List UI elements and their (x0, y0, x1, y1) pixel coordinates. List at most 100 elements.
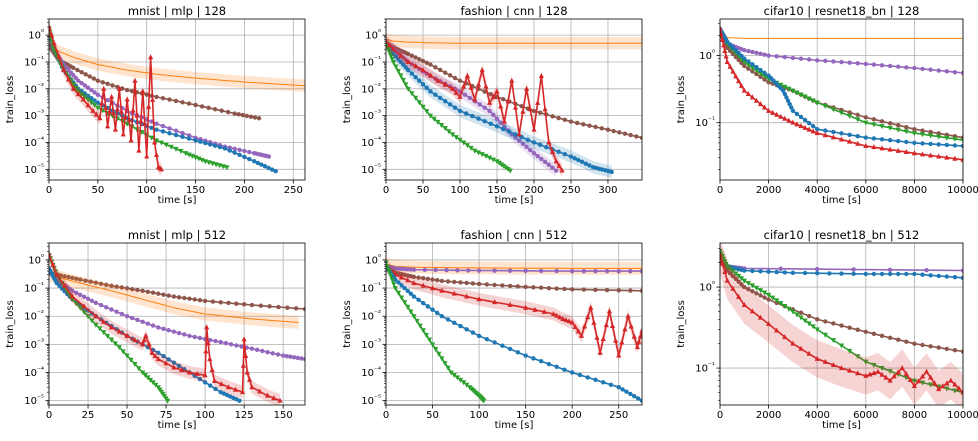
data-point (210, 299, 216, 304)
data-point (496, 160, 502, 166)
data-point (156, 291, 161, 296)
data-point (879, 145, 885, 151)
data-point (390, 59, 396, 65)
data-point (798, 123, 804, 129)
data-point (896, 123, 901, 128)
data-point (428, 62, 433, 67)
data-point (416, 100, 422, 106)
data-point (226, 300, 231, 306)
data-point (426, 337, 433, 343)
data-point (851, 271, 856, 276)
data-point (160, 96, 166, 101)
data-point (557, 314, 563, 320)
data-point (136, 147, 142, 153)
data-point (445, 365, 451, 371)
series-orange (49, 268, 299, 329)
data-point (790, 88, 796, 94)
series-band (386, 37, 557, 177)
data-point (782, 54, 787, 60)
data-point (855, 370, 861, 376)
data-point (754, 50, 759, 56)
data-point (49, 24, 52, 30)
data-point (88, 100, 94, 106)
data-point (879, 271, 885, 277)
data-point (161, 326, 166, 332)
data-point (198, 139, 203, 144)
data-point (887, 271, 893, 277)
data-point (424, 60, 429, 66)
data-point (879, 371, 885, 377)
data-point (944, 386, 950, 392)
data-point (464, 280, 469, 286)
series-orange (49, 37, 305, 92)
series-line (720, 30, 963, 39)
data-point (182, 295, 187, 301)
data-point (249, 302, 255, 308)
x-tick-label: 75 (160, 410, 173, 421)
data-point (140, 370, 146, 376)
data-point (186, 136, 192, 141)
data-point (780, 88, 786, 93)
data-point (786, 306, 792, 312)
data-point (150, 380, 156, 386)
data-point (421, 300, 426, 306)
data-point (176, 295, 182, 300)
data-point (554, 268, 559, 274)
data-point (538, 268, 544, 274)
data-point (790, 55, 796, 61)
series-red (720, 243, 963, 405)
data-point (739, 60, 744, 66)
data-point (256, 116, 262, 121)
data-point (490, 157, 496, 163)
data-point (85, 296, 91, 301)
data-point (749, 94, 755, 100)
data-point (155, 356, 161, 362)
data-point (454, 375, 460, 381)
data-point (952, 274, 958, 280)
data-point (936, 131, 941, 136)
y-tick-label: 10⁰ (28, 252, 44, 266)
data-point (611, 128, 616, 134)
data-point (928, 67, 933, 72)
data-point (423, 332, 429, 338)
data-point (838, 343, 845, 349)
data-point (136, 366, 142, 372)
data-point (244, 113, 250, 119)
data-point (639, 398, 642, 403)
axes-frame (719, 242, 964, 406)
data-point (180, 134, 185, 140)
data-point (457, 377, 464, 383)
data-point (138, 117, 144, 123)
data-point (725, 45, 730, 51)
data-point (189, 153, 195, 159)
x-tick-label: 300 (598, 185, 617, 196)
data-point (802, 124, 808, 130)
data-point (197, 376, 203, 382)
data-point (879, 119, 885, 124)
data-point (952, 136, 958, 142)
data-point (180, 100, 185, 105)
data-point (535, 153, 540, 159)
data-point (603, 322, 609, 328)
data-point (463, 111, 469, 116)
data-point (95, 100, 101, 106)
data-point (420, 58, 426, 64)
x-tick-label: 25 (82, 410, 95, 421)
data-point (537, 142, 543, 148)
data-point (904, 139, 909, 145)
data-point (516, 138, 522, 143)
data-point (453, 89, 459, 95)
data-point (405, 67, 411, 73)
data-point (266, 154, 272, 159)
x-tick-label: 0 (383, 185, 389, 196)
data-point (405, 304, 411, 310)
data-point (405, 277, 411, 283)
data-point (232, 146, 237, 152)
data-point (428, 89, 433, 94)
data-point (928, 141, 933, 147)
subplot-title: mnist | mlp | 512 (128, 228, 226, 242)
y-tick-label: 10⁻¹ (24, 281, 44, 295)
data-point (91, 76, 96, 81)
data-point (806, 96, 812, 102)
data-point (273, 169, 278, 174)
